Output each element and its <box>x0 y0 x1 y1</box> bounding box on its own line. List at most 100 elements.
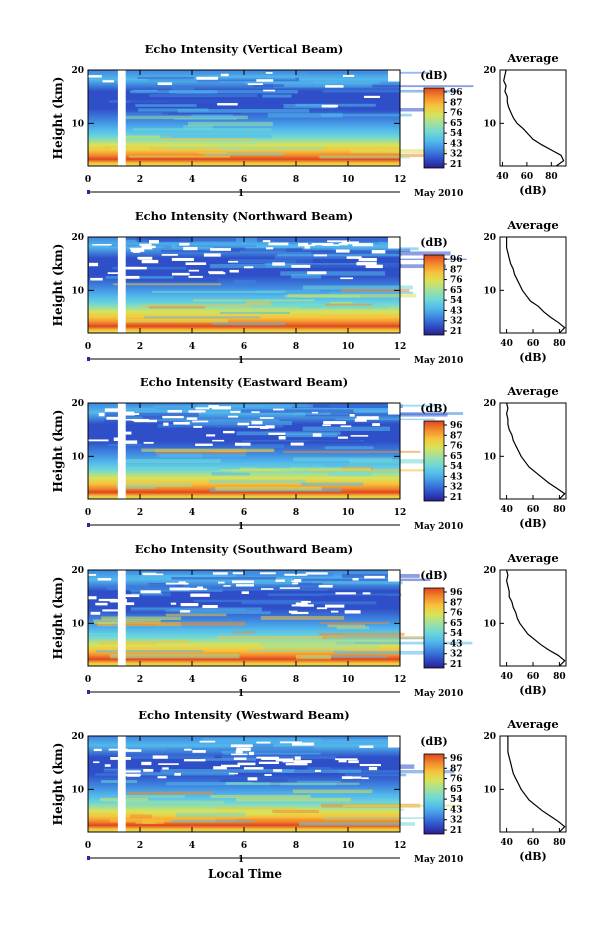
echo-streak <box>316 153 426 158</box>
missing-data-speck <box>197 586 204 590</box>
average-x-tick-label: 40 <box>500 672 513 682</box>
missing-data-speck <box>359 745 374 748</box>
echo-streak <box>212 322 286 326</box>
y-tick-label: 20 <box>71 66 84 76</box>
echo-streak <box>161 249 240 253</box>
missing-data-speck <box>311 242 334 246</box>
echo-streak <box>324 446 374 450</box>
panel-3: Echo Intensity (Southward Beam) Height (k… <box>51 542 567 699</box>
missing-data-speck <box>178 581 186 584</box>
echo-streak <box>215 486 322 491</box>
echo-streak <box>88 632 128 635</box>
missing-data-speck <box>266 247 274 250</box>
echo-streak <box>132 89 158 92</box>
date-tick-label: 1 <box>238 855 244 865</box>
missing-data-speck <box>256 79 274 82</box>
average-x-tick-label: 40 <box>500 505 513 515</box>
missing-data-speck <box>141 761 152 766</box>
x-tick-label: 6 <box>241 342 247 352</box>
date-axis-marker <box>87 856 90 860</box>
missing-data-speck <box>152 755 168 759</box>
y-tick-label: 20 <box>71 399 84 409</box>
echo-streak <box>322 808 405 811</box>
missing-data-speck <box>327 240 350 243</box>
missing-data-speck <box>364 575 385 579</box>
date-axis-marker <box>87 523 90 527</box>
missing-data-speck <box>340 425 352 428</box>
echo-streak <box>330 301 353 305</box>
missing-data-speck <box>372 423 380 427</box>
echo-streak <box>165 613 227 617</box>
echo-streak <box>272 809 320 813</box>
colorbar-tick-label: 54 <box>450 629 463 639</box>
echo-streak <box>157 423 284 428</box>
missing-data-speck <box>140 590 161 594</box>
missing-data-speck <box>294 756 301 760</box>
missing-data-speck <box>341 241 359 245</box>
missing-data-speck <box>359 763 381 767</box>
missing-data-speck <box>206 434 216 437</box>
missing-data-speck <box>282 760 300 763</box>
colorbar-tick-label: 32 <box>450 483 463 493</box>
colorbar-tick-label: 43 <box>450 639 463 649</box>
panel-1: Echo Intensity (Northward Beam) Height (k… <box>51 209 567 366</box>
missing-data-speck <box>265 425 275 429</box>
echo-streak <box>193 599 308 603</box>
missing-data-speck <box>260 426 269 429</box>
data-gap <box>117 736 126 832</box>
missing-data-speck <box>227 415 239 418</box>
echo-streak <box>147 584 176 587</box>
panel-title: Echo Intensity (Westward Beam) <box>138 708 349 722</box>
echo-streak <box>233 279 256 284</box>
missing-data-speck <box>186 417 198 420</box>
echo-streak <box>260 616 345 620</box>
missing-data-speck <box>98 412 105 417</box>
echo-streak <box>333 650 432 655</box>
echo-streak <box>318 632 405 636</box>
missing-data-speck <box>213 766 227 770</box>
missing-data-speck <box>171 272 190 276</box>
missing-data-speck <box>125 602 135 606</box>
average-y-tick-label: 20 <box>483 732 496 742</box>
missing-data-speck <box>167 409 182 413</box>
colorbar-tick-label: 54 <box>450 296 463 306</box>
average-y-tick-label: 10 <box>483 619 496 629</box>
missing-data-speck <box>88 574 97 576</box>
echo-streak <box>210 794 311 799</box>
echo-streak <box>101 616 181 620</box>
x-tick-label: 4 <box>189 175 195 185</box>
missing-data-speck <box>113 437 120 441</box>
echo-streak <box>183 125 213 130</box>
echo-streak <box>202 737 322 743</box>
colorbar-tick-label: 21 <box>450 160 463 170</box>
echo-streak <box>117 459 221 464</box>
average-x-label: (dB) <box>519 684 546 697</box>
x-tick-label: 12 <box>394 175 407 185</box>
average-x-label: (dB) <box>519 517 546 530</box>
missing-data-edge <box>388 70 400 82</box>
echo-streak <box>302 285 413 290</box>
colorbar-label: (dB) <box>420 402 447 415</box>
colorbar <box>423 87 445 169</box>
echo-streak <box>226 782 252 784</box>
echo-streak <box>294 412 331 416</box>
echo-streak <box>197 151 228 154</box>
colorbar-label: (dB) <box>420 569 447 582</box>
missing-data-edge <box>388 736 400 748</box>
average-y-tick-label: 20 <box>483 66 496 76</box>
missing-data-speck <box>220 764 241 768</box>
echo-streak <box>160 769 295 773</box>
echo-streak <box>308 439 366 444</box>
missing-data-speck <box>173 421 190 425</box>
missing-data-speck <box>121 773 141 777</box>
date-axis-marker <box>87 190 90 194</box>
missing-data-speck <box>291 742 315 746</box>
missing-data-edge <box>388 403 400 415</box>
average-profile-line <box>506 237 566 334</box>
colorbar-tick-label: 21 <box>450 327 463 337</box>
colorbar-tick-label: 43 <box>450 306 463 316</box>
echo-streak <box>255 290 320 293</box>
colorbar-tick-label: 65 <box>450 619 463 629</box>
echo-streak <box>128 155 231 158</box>
echo-streak <box>236 431 341 436</box>
